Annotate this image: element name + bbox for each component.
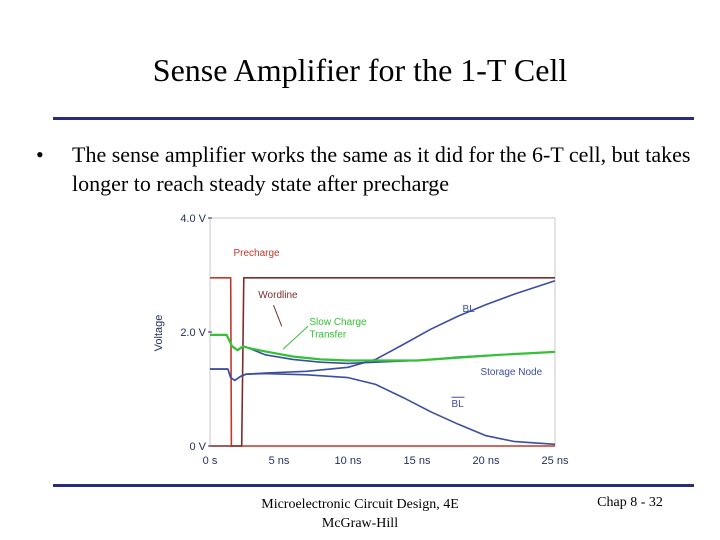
annotation-label: Storage Node xyxy=(480,367,542,378)
bullet-marker: • xyxy=(36,142,44,167)
y-tick-label: 0 V xyxy=(189,441,206,453)
x-tick-label: 20 ns xyxy=(473,455,500,467)
y-axis-label: Voltage xyxy=(153,315,165,352)
annotation-label: Wordline xyxy=(258,290,298,301)
annotation-pointer xyxy=(273,305,283,327)
footer-publisher: McGraw-Hill xyxy=(321,516,399,531)
title-divider xyxy=(53,117,694,120)
annotation-label: Transfer xyxy=(309,330,347,341)
annotation-label: BL xyxy=(463,304,476,315)
slide-number: Chap 8 - 32 xyxy=(597,495,663,510)
x-tick-label: 25 ns xyxy=(542,455,569,467)
footer-divider xyxy=(53,484,694,487)
x-tick-label: 10 ns xyxy=(335,455,362,467)
series-line-slow-charge-transfer xyxy=(210,333,556,362)
footer-book-title: Microelectronic Circuit Design, 4E xyxy=(261,497,459,512)
series-line-precharge xyxy=(210,277,555,447)
x-tick-label: 0 s xyxy=(203,455,218,467)
slide-title: Sense Amplifier for the 1-T Cell xyxy=(152,52,568,88)
annotation-pointer xyxy=(282,325,309,350)
footer-credit: Microelectronic Circuit Design, 4E McGra… xyxy=(240,495,480,533)
x-tick-label: 15 ns xyxy=(404,455,431,467)
y-tick-label: 2.0 V xyxy=(180,327,206,339)
bullet-text: The sense amplifier works the same as it… xyxy=(72,142,691,196)
y-tick-label: 4.0 V xyxy=(180,213,206,225)
annotation-label: BL xyxy=(452,399,465,410)
annotation-label: Precharge xyxy=(233,248,280,259)
series-line-bl-bar xyxy=(210,368,556,446)
plot-area xyxy=(209,217,556,447)
annotation-label: Slow Charge xyxy=(309,317,367,328)
x-tick-label: 5 ns xyxy=(269,455,290,467)
series-line-wordline xyxy=(210,277,555,447)
sense-amplifier-waveform-chart: Voltage 0 s 5 ns 10 ns 15 ns 20 ns 25 ns 0 V 2.… xyxy=(153,213,569,467)
y-axis-title: Voltage xyxy=(153,315,165,352)
